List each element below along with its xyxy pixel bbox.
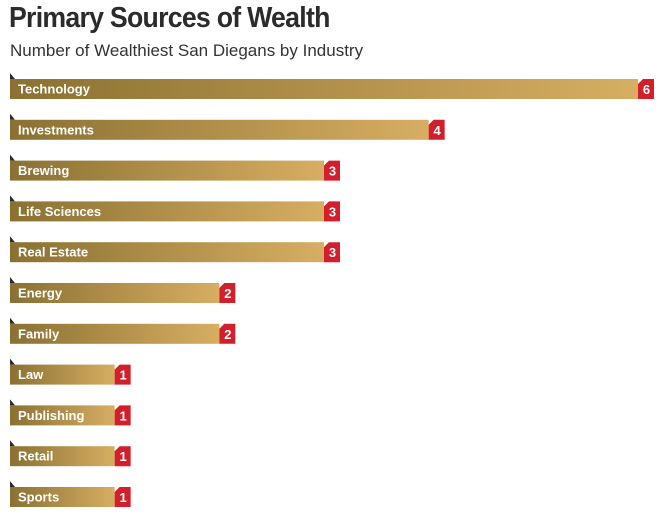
bar-tick-family xyxy=(10,317,15,324)
chart-title: Primary Sources of Wealth xyxy=(9,2,330,34)
bar-label-family: Family xyxy=(18,326,60,341)
value-label-investments: 4 xyxy=(434,123,442,138)
value-label-technology: 6 xyxy=(643,82,650,97)
value-badge-energy xyxy=(219,283,236,303)
value-badge-sports xyxy=(114,487,131,507)
bar-label-publishing: Publishing xyxy=(18,408,85,423)
value-label-real-estate: 3 xyxy=(329,245,336,260)
bar-tick-investments xyxy=(10,113,15,120)
value-badge-law xyxy=(114,364,131,385)
value-badge-brewing xyxy=(324,160,340,181)
bar-tick-law xyxy=(10,358,15,365)
bar-label-retail: Retail xyxy=(18,449,53,464)
bar-law xyxy=(10,364,115,385)
bar-technology xyxy=(10,79,638,99)
bar-label-sports: Sports xyxy=(18,490,59,505)
bar-tick-life-sciences xyxy=(10,195,15,202)
value-badge-publishing xyxy=(114,405,131,426)
bar-family xyxy=(10,323,220,344)
chart-subtitle: Number of Wealthiest San Diegans by Indu… xyxy=(10,41,364,60)
bar-label-investments: Investments xyxy=(18,122,94,137)
bar-sports xyxy=(10,487,115,507)
bar-tick-real-estate xyxy=(10,236,15,243)
bar-retail xyxy=(10,446,115,467)
value-label-life-sciences: 3 xyxy=(329,204,336,219)
bar-label-technology: Technology xyxy=(18,82,91,97)
bar-tick-energy xyxy=(10,277,15,283)
bar-investments xyxy=(10,119,429,140)
bar-tick-publishing xyxy=(10,399,15,406)
bar-label-life-sciences: Life Sciences xyxy=(18,204,101,219)
value-label-brewing: 3 xyxy=(329,164,336,179)
value-label-publishing: 1 xyxy=(120,408,127,423)
bar-brewing xyxy=(10,160,324,181)
bar-publishing xyxy=(10,405,115,426)
bar-label-energy: Energy xyxy=(18,286,63,301)
value-label-law: 1 xyxy=(120,368,127,383)
value-badge-real-estate xyxy=(324,242,340,263)
value-label-retail: 1 xyxy=(120,449,127,464)
value-label-energy: 2 xyxy=(224,286,231,301)
value-badge-technology xyxy=(638,79,654,99)
value-badge-investments xyxy=(428,119,445,140)
bar-energy xyxy=(10,283,220,303)
bar-tick-sports xyxy=(10,481,15,487)
bar-label-brewing: Brewing xyxy=(18,163,69,178)
value-badge-family xyxy=(219,323,236,344)
bar-label-real-estate: Real Estate xyxy=(18,245,88,260)
bars-group: Technology 6 Investments 4 Brewing 3 Life Scie… xyxy=(10,73,654,507)
value-label-family: 2 xyxy=(224,327,231,342)
bar-life-sciences xyxy=(10,201,324,222)
bar-tick-retail xyxy=(10,440,15,447)
value-badge-retail xyxy=(114,446,131,467)
bar-tick-brewing xyxy=(10,154,15,161)
bar-tick-technology xyxy=(10,73,15,79)
value-badge-life-sciences xyxy=(324,201,340,222)
bar-real-estate xyxy=(10,242,324,263)
bar-label-law: Law xyxy=(18,367,44,382)
value-label-sports: 1 xyxy=(120,490,127,505)
